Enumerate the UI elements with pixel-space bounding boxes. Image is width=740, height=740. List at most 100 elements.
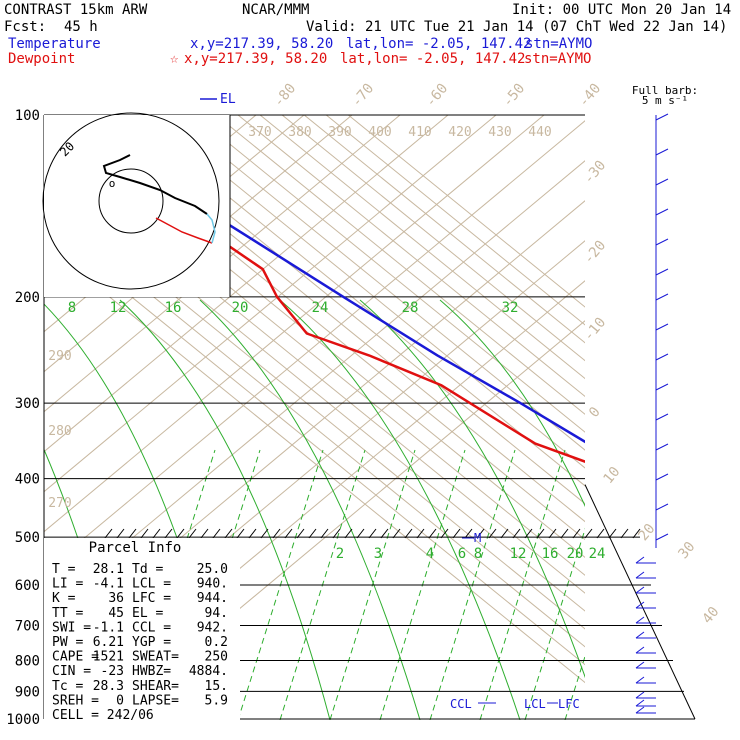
dewpoint-legend: Dewpoint (8, 51, 76, 67)
parcel-value-right: 15. (205, 679, 228, 694)
wind-barb (655, 353, 669, 361)
mixing-ratio-label: 28 (402, 300, 419, 316)
wind-barb (655, 413, 669, 421)
isotherm-line (325, 115, 585, 326)
parcel-key-left: CIN = (52, 664, 91, 679)
mixing-ratio-lower-label: 3 (374, 546, 382, 562)
dry-adiabat-line (44, 115, 545, 533)
parcel-value-right: 0.2 (205, 635, 228, 650)
isotherm-line (44, 243, 585, 684)
mixing-ratio-label: 16 (165, 300, 182, 316)
ccl-label: CCL (450, 697, 472, 711)
hatch-tick (104, 528, 113, 539)
init-time: Init: 00 UTC Mon 20 Jan 14 (512, 2, 732, 18)
parcel-key-right: Td = (132, 562, 163, 577)
lcl-label: LCL (524, 697, 546, 711)
isotherm-line (149, 115, 585, 469)
mixing-ratio-lower-label: 24 (589, 546, 606, 562)
hatch-tick (428, 528, 437, 539)
parcel-value-left: -1.1 (93, 620, 124, 635)
hatch-tick (152, 528, 161, 539)
temperature-xy: x,y=217.39, 58.20 (190, 36, 334, 52)
theta-side-label: 280 (48, 424, 71, 439)
temperature-legend: Temperature (8, 36, 101, 52)
temperature-station: stn=AYMO (525, 36, 593, 52)
parcel-key-left: T = (52, 562, 76, 577)
wind-barb-flag (635, 691, 645, 699)
hatch-tick (176, 528, 185, 539)
dewpoint-xy: x,y=217.39, 58.20 (184, 51, 328, 67)
wind-barb (655, 268, 669, 276)
mixing-ratio-label: 8 (68, 300, 76, 316)
parcel-value-right: 25.0 (197, 562, 228, 577)
hatch-tick (416, 528, 425, 539)
theta-label: 380 (288, 125, 311, 140)
parcel-key-right: SHEAR= (132, 679, 179, 694)
hatch-tick (296, 528, 305, 539)
dewpoint-latlon: lat,lon= -2.05, 147.42 (340, 51, 526, 67)
pressure-label: 1000 (6, 712, 40, 728)
dry-adiabat-line (0, 115, 16, 719)
mixing-ratio-lower-label: 16 (542, 546, 559, 562)
hatch-tick (248, 528, 257, 539)
hatch-tick (164, 528, 173, 539)
mixing-ratio-label: 20 (232, 300, 249, 316)
parcel-value-right: 942. (197, 620, 228, 635)
hatch-tick (404, 528, 413, 539)
theta-label: 390 (328, 125, 351, 140)
moist-adiabat-line (199, 299, 421, 720)
hodograph-low-trace (155, 217, 213, 244)
hatch-tick (344, 528, 353, 539)
wind-barb (655, 238, 669, 246)
lfc-label: LFC (558, 697, 580, 711)
theta-label: 440 (528, 125, 551, 140)
hatch-tick (212, 528, 221, 539)
isotherm-line (237, 115, 585, 398)
parcel-key-left: Tc = (52, 679, 83, 694)
parcel-cell: CELL = 242/06 (52, 708, 154, 723)
hatch-tick (500, 528, 509, 539)
forecast-hour: 45 h (64, 19, 98, 35)
mixing-ratio-label: 32 (502, 300, 519, 316)
org-label: NCAR/MMM (242, 2, 310, 18)
isotherm-label: -10 (581, 315, 610, 345)
wind-barb (655, 503, 669, 511)
hatch-tick (632, 528, 641, 539)
wind-barb-flag (635, 706, 645, 714)
wind-barb (655, 178, 669, 186)
moist-adiabat-line (359, 299, 585, 679)
temperature-profile (60, 115, 585, 444)
isotherm-label: 10 (600, 464, 623, 487)
hatch-tick (308, 528, 317, 539)
barb-legend-line2: 5 m s⁻¹ (642, 94, 688, 107)
moist-adiabat-line (439, 299, 585, 508)
dry-adiabat-line (44, 115, 449, 453)
parcel-value-left: 28.1 (93, 562, 124, 577)
hatch-tick (332, 528, 341, 539)
parcel-value-right: 4884. (189, 664, 228, 679)
wind-barb-flag (635, 661, 645, 669)
hatch-tick (512, 528, 521, 539)
parcel-value-right: 250 (205, 650, 228, 665)
dry-adiabat-line (44, 115, 401, 413)
hatch-tick (572, 528, 581, 539)
parcel-value-right: 5.9 (205, 693, 228, 708)
isotherm-line (281, 115, 585, 362)
hatch-tick (620, 528, 629, 539)
hatch-tick (440, 528, 449, 539)
hatch-tick (140, 528, 149, 539)
parcel-key-left: SREH = (52, 693, 99, 708)
dry-adiabat-line (44, 115, 497, 493)
dry-adiabat-line (44, 120, 585, 573)
isotherm-line (193, 115, 585, 433)
hatch-tick (224, 528, 233, 539)
isotherm-line (127, 115, 585, 487)
parcel-key-left: SWI = (52, 620, 91, 635)
pressure-label: 700 (15, 618, 40, 634)
isotherm-label: -40 (576, 81, 605, 111)
wind-barb-flag (635, 646, 645, 654)
hatch-tick (116, 528, 125, 539)
isotherm-line (44, 225, 585, 666)
isotherm-label: 0 (586, 404, 604, 421)
